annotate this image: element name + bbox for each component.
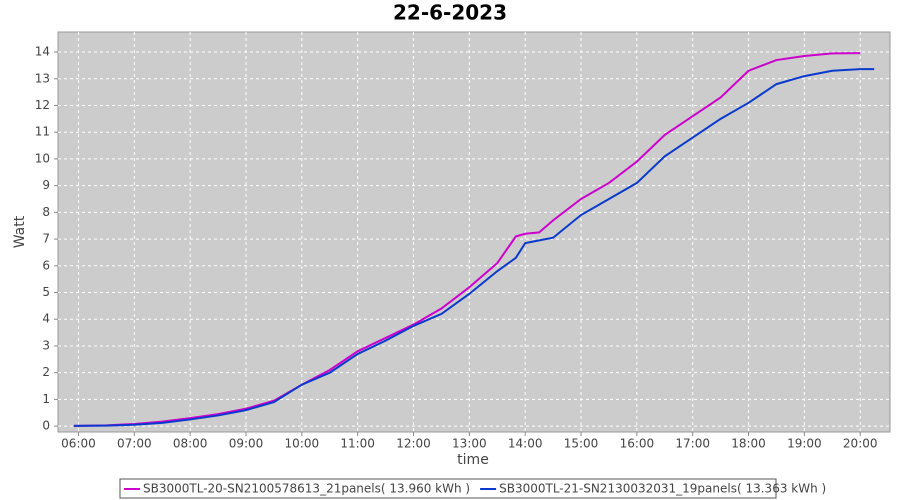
legend-label: SB3000TL-21-SN2130032031_19panels( 13.36… [499,482,826,496]
y-axis-label: Watt [12,215,28,248]
y-tick-label: 4 [42,312,50,326]
y-tick-label: 14 [35,45,50,59]
chart-title: 22-6-2023 [393,1,507,25]
x-tick-label: 14:00 [508,437,543,451]
y-tick-label: 13 [35,71,50,85]
series-line [73,52,861,427]
y-tick-label: 10 [35,151,50,165]
x-tick-label: 15:00 [564,437,599,451]
y-tick-label: 0 [42,419,50,433]
legend-label: SB3000TL-20-SN2100578613_21panels( 13.96… [143,482,470,496]
y-tick-label: 11 [35,125,50,139]
x-tick-label: 07:00 [117,437,152,451]
x-tick-label: 10:00 [285,437,320,451]
x-tick-label: 17:00 [675,437,710,451]
y-tick-label: 5 [42,285,50,299]
x-tick-label: 20:00 [843,437,878,451]
series-line [73,68,875,427]
x-tick-label: 06:00 [61,437,96,451]
y-tick-label: 3 [42,338,50,352]
x-axis-label: time [457,452,489,468]
legend [119,478,777,499]
y-tick-label: 8 [42,205,50,219]
x-tick-label: 19:00 [787,437,822,451]
x-tick-label: 18:00 [731,437,766,451]
x-tick-label: 16:00 [620,437,655,451]
plot-area [57,31,891,433]
x-tick-label: 11:00 [340,437,375,451]
y-tick-label: 2 [42,365,50,379]
y-tick-label: 9 [42,178,50,192]
x-tick-label: 08:00 [173,437,208,451]
x-tick-label: 12:00 [396,437,431,451]
y-tick-label: 12 [35,98,50,112]
y-tick-label: 7 [42,232,50,246]
y-tick-label: 6 [42,258,50,272]
x-tick-label: 13:00 [452,437,487,451]
y-tick-label: 1 [42,392,50,406]
x-tick-label: 09:00 [229,437,264,451]
